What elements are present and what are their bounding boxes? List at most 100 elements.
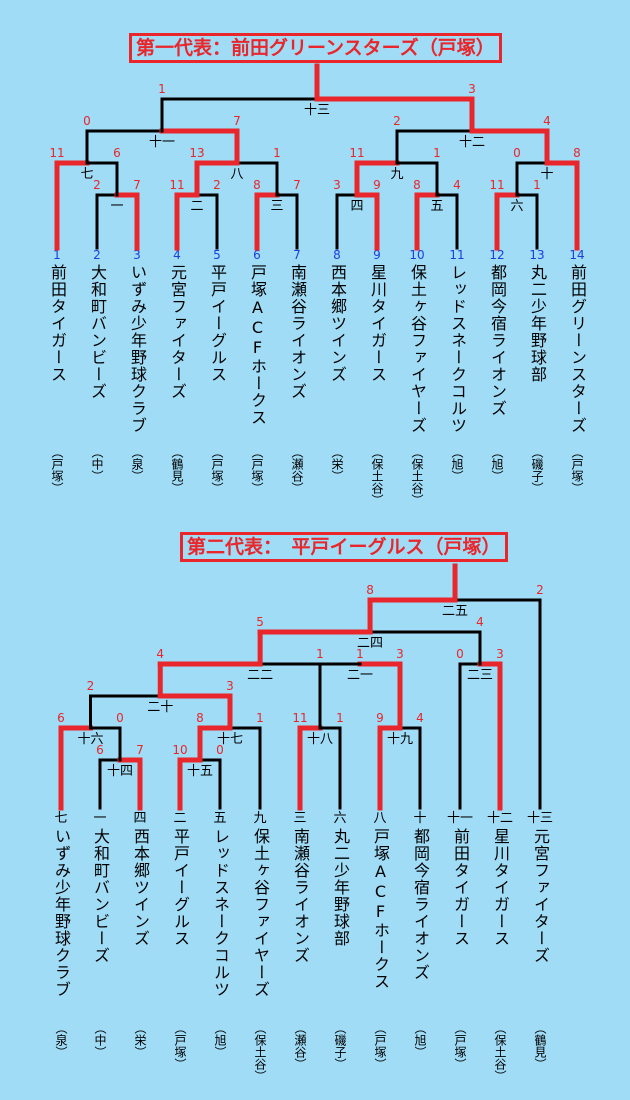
team-number: 十三 [527, 811, 553, 826]
team-region: （旭） [213, 1022, 227, 1058]
team-number: 6 [253, 248, 261, 262]
game-number: 二四 [357, 636, 383, 651]
team-region: （栄） [330, 446, 344, 482]
team-region: （戸塚） [250, 446, 264, 494]
team-number: 三 [293, 811, 306, 826]
team-region: （瀬谷） [290, 446, 304, 494]
team-number: 14 [569, 248, 584, 262]
team-name: 元宮ファイターズ [168, 264, 187, 400]
team-region: （泉） [130, 446, 144, 482]
team-name: 南瀬谷ライオンズ [291, 828, 310, 964]
score-label: 2 [393, 114, 401, 128]
team-name: 西本郷ツインズ [328, 264, 347, 383]
team-number: 12 [489, 248, 504, 262]
score-label: 1 [336, 711, 344, 725]
team-number: 十 [413, 811, 426, 826]
team-name: 都岡今宿ライオンズ [411, 828, 430, 981]
team-region: （旭） [490, 446, 504, 482]
score-label: 9 [376, 711, 384, 725]
score-label: 6 [57, 711, 65, 725]
team-number: 八 [373, 811, 386, 826]
game-number: 二三 [467, 668, 493, 683]
score-label: 1 [256, 711, 264, 725]
score-label: 4 [156, 647, 164, 661]
team-number: 1 [53, 248, 61, 262]
game-number: 十五 [187, 764, 213, 779]
team-name: 大和町バンビーズ [88, 264, 107, 400]
team-number: 四 [133, 811, 146, 826]
team-region: （中） [93, 1022, 107, 1058]
score-label: 5 [256, 615, 264, 629]
team-region: （鶴見） [533, 1022, 547, 1070]
team-name: 星川タイガース [491, 828, 510, 947]
game-number: 十六 [77, 732, 103, 747]
team-name: 丸二少年野球部 [331, 828, 350, 947]
game-number: 十九 [387, 732, 413, 747]
team-region: （旭） [450, 446, 464, 482]
team-name: 丸二少年野球部 [528, 264, 547, 383]
team-name: 星川タイガース [368, 264, 387, 383]
game-number: 十 [540, 167, 553, 182]
team-region: （瀬谷） [293, 1022, 307, 1070]
score-label: 7 [293, 178, 301, 192]
team-number: 7 [293, 248, 301, 262]
score-label: 7 [133, 178, 141, 192]
team-region: （保土谷） [253, 1022, 267, 1082]
team-name: 平戸イーグルス [171, 828, 190, 947]
team-name: 前田タイガース [451, 828, 470, 947]
score-label: 11 [489, 178, 504, 192]
score-label: 1 [433, 146, 441, 160]
team-number: 一 [93, 811, 106, 826]
team-region: （戸塚） [373, 1022, 387, 1070]
score-label: 4 [453, 178, 461, 192]
team-number: 9 [373, 248, 381, 262]
score-label: 11 [292, 711, 307, 725]
score-label: 0 [116, 711, 124, 725]
game-number: 十一 [149, 135, 175, 150]
team-region: （戸塚） [50, 446, 64, 494]
game-number: 十三 [304, 103, 330, 118]
score-label: 7 [233, 114, 241, 128]
score-label: 9 [373, 178, 381, 192]
team-region: （保土谷） [370, 446, 384, 506]
team-number: 七 [54, 811, 67, 826]
score-label: 8 [196, 711, 204, 725]
team-number: 十二 [487, 811, 513, 826]
section1-title: 第一代表：前田グリーンスターズ（戸塚） [129, 33, 502, 63]
score-label: 0 [216, 743, 224, 757]
team-number: 二 [173, 811, 186, 826]
score-label: 11 [169, 178, 184, 192]
section2-title: 第二代表： 平戸イーグルス（戸塚） [180, 532, 508, 562]
game-number: 十八 [307, 732, 333, 747]
score-label: 4 [476, 615, 484, 629]
score-label: 4 [416, 711, 424, 725]
game-number: 六 [510, 199, 523, 214]
score-label: 0 [83, 114, 91, 128]
team-number: 5 [213, 248, 221, 262]
score-label: 2 [213, 178, 221, 192]
score-label: 1 [533, 178, 541, 192]
team-number: 8 [333, 248, 341, 262]
team-name: 元宮ファイターズ [531, 828, 550, 964]
game-number: 十四 [107, 764, 133, 779]
team-name: 都岡今宿ライオンズ [488, 264, 507, 417]
score-label: 3 [468, 82, 476, 96]
team-name: 大和町バンビーズ [91, 828, 110, 964]
score-label: 4 [543, 114, 551, 128]
score-label: 8 [573, 146, 581, 160]
game-number: 一 [110, 199, 123, 214]
score-label: 0 [513, 146, 521, 160]
team-name: 西本郷ツインズ [131, 828, 150, 947]
team-name: 平戸イーグルス [208, 264, 227, 383]
team-number: 3 [133, 248, 141, 262]
score-label: 3 [496, 647, 504, 661]
game-number: 二二 [247, 668, 273, 683]
game-number: 五 [430, 199, 443, 214]
team-region: （戸塚） [210, 446, 224, 494]
score-label: 13 [189, 146, 204, 160]
team-region: （戸塚） [453, 1022, 467, 1070]
team-name: 戸塚ACFホークス [248, 264, 267, 426]
team-region: （磯子） [530, 446, 544, 494]
team-region: （磯子） [333, 1022, 347, 1070]
score-label: 7 [136, 743, 144, 757]
